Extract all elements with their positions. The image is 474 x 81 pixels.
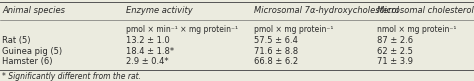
Text: 18.4 ± 1.8*: 18.4 ± 1.8*	[126, 46, 174, 56]
Text: Enzyme activity: Enzyme activity	[126, 6, 192, 15]
Text: 71.6 ± 8.8: 71.6 ± 8.8	[254, 46, 298, 56]
Text: 2.9 ± 0.4*: 2.9 ± 0.4*	[126, 57, 168, 66]
Text: Microsomal 7α-hydroxycholesterol: Microsomal 7α-hydroxycholesterol	[254, 6, 399, 15]
Text: 66.8 ± 6.2: 66.8 ± 6.2	[254, 57, 298, 66]
Text: * Significantly different from the rat.: * Significantly different from the rat.	[2, 72, 141, 81]
Text: 71 ± 3.9: 71 ± 3.9	[377, 57, 413, 66]
Text: 13.2 ± 1.0: 13.2 ± 1.0	[126, 36, 169, 45]
Text: 87 ± 2.6: 87 ± 2.6	[377, 36, 413, 45]
Text: Microsomal cholesterol: Microsomal cholesterol	[377, 6, 474, 15]
Text: 57.5 ± 6.4: 57.5 ± 6.4	[254, 36, 298, 45]
Text: 62 ± 2.5: 62 ± 2.5	[377, 46, 413, 56]
Text: pmol × min⁻¹ × mg protein⁻¹: pmol × min⁻¹ × mg protein⁻¹	[126, 25, 237, 34]
Text: Animal species: Animal species	[2, 6, 65, 15]
Text: nmol × mg protein⁻¹: nmol × mg protein⁻¹	[377, 25, 456, 34]
Text: Hamster (6): Hamster (6)	[2, 57, 53, 66]
Text: pmol × mg protein⁻¹: pmol × mg protein⁻¹	[254, 25, 333, 34]
Text: Rat (5): Rat (5)	[2, 36, 31, 45]
Text: Guinea pig (5): Guinea pig (5)	[2, 46, 63, 56]
